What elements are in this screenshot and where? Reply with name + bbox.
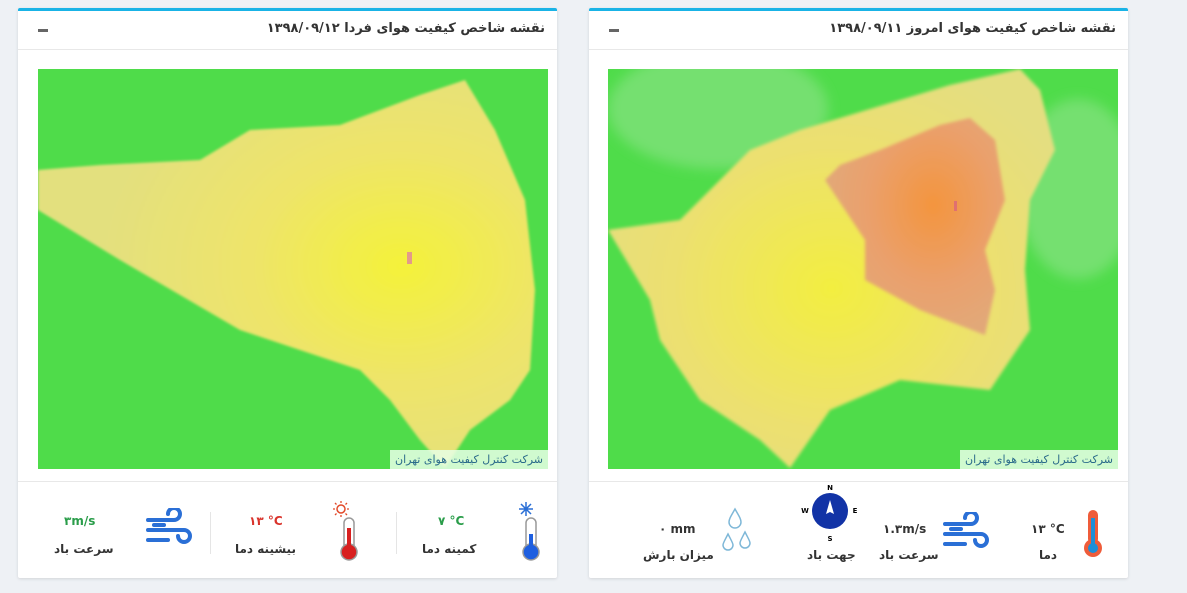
forecast-panel: نقشه شاخص کیفیت هوای فردا ۱۳۹۸/۰۹/۱۲ شرک… (18, 8, 557, 578)
precipitation: ۰ mm میزان بارش (619, 482, 759, 578)
thermometer-icon (1084, 510, 1102, 557)
panel-header: نقشه شاخص کیفیت هوای امروز ۱۳۹۸/۰۹/۱۱ (589, 11, 1128, 50)
map-image (38, 69, 548, 469)
aqi-map: شرکت کنترل کیفیت هوای تهران (38, 69, 548, 469)
compass-label: W (801, 507, 809, 515)
stat-label: دما (1039, 548, 1058, 562)
compass-label: E (853, 507, 858, 515)
stat-value: ۱۳ °C (1031, 522, 1065, 536)
max-temperature: ۱۳ °C بیشینه دما (223, 482, 363, 578)
stat-value: ۳m/s (64, 514, 96, 528)
panel-title: نقشه شاخص کیفیت هوای امروز ۱۳۹۸/۰۹/۱۱ (829, 21, 1116, 36)
stat-label: بیشینه دما (235, 542, 296, 556)
map-attribution: شرکت کنترل کیفیت هوای تهران (960, 450, 1118, 469)
today-panel: نقشه شاخص کیفیت هوای امروز ۱۳۹۸/۰۹/۱۱ شر… (589, 8, 1138, 578)
divider (396, 512, 397, 554)
stat-value: ۰ mm (659, 522, 696, 536)
stat-label: جهت باد (807, 548, 856, 562)
aqi-map: شرکت کنترل کیفیت هوای تهران (608, 49, 1138, 469)
wind-speed: ۳m/s سرعت باد (38, 482, 198, 578)
stat-value: ۱.۳m/s (883, 522, 927, 536)
cold-thermometer-icon (519, 502, 540, 561)
rain-icon (722, 507, 751, 551)
stat-value: ۷ °C (438, 514, 465, 528)
wind-icon (146, 508, 192, 544)
min-temperature: ۷ °C کمینه دما (408, 482, 548, 578)
panel-title: نقشه شاخص کیفیت هوای فردا ۱۳۹۸/۰۹/۱۲ (266, 21, 545, 36)
map-attribution: شرکت کنترل کیفیت هوای تهران (390, 450, 548, 469)
stat-label: سرعت باد (54, 542, 114, 556)
collapse-button[interactable] (609, 29, 619, 32)
stat-value: ۱۳ °C (249, 514, 283, 528)
hot-thermometer-icon (333, 501, 358, 561)
compass-label: N (827, 484, 833, 492)
panel-header: نقشه شاخص کیفیت هوای فردا ۱۳۹۸/۰۹/۱۲ (18, 11, 557, 50)
stat-label: سرعت باد (879, 548, 939, 562)
wind-direction: N E S W جهت باد (789, 482, 869, 578)
compass-label: S (827, 535, 832, 543)
stat-label: میزان بارش (643, 548, 714, 562)
map-image (608, 49, 1138, 469)
weather-stats: ۳m/s سرعت باد ۱۳ °C بیشینه دما ۷ °C کم (18, 481, 557, 578)
wind-speed: ۱.۳m/s سرعت باد (879, 482, 1019, 578)
wind-icon (943, 512, 989, 548)
weather-stats: ۰ mm میزان بارش N E S W جهت باد ۱ (589, 481, 1128, 578)
temperature: ۱۳ °C دما (1029, 482, 1119, 578)
collapse-button[interactable] (38, 29, 48, 32)
compass-icon: N E S W (801, 484, 858, 543)
stat-label: کمینه دما (422, 542, 477, 556)
divider (210, 512, 211, 554)
